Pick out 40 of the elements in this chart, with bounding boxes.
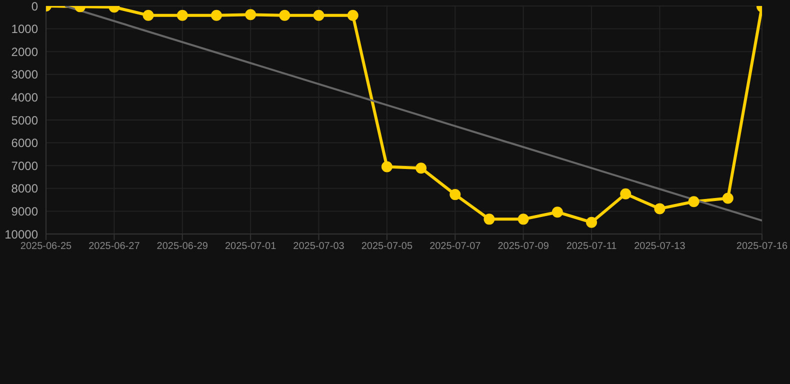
y-tick-label: 8000	[11, 182, 38, 196]
point	[620, 188, 632, 200]
y-tick-label: 4000	[11, 90, 38, 104]
point	[688, 196, 700, 208]
y-tick-label: 0	[31, 0, 38, 14]
x-tick-label: 2025-07-11	[566, 241, 618, 252]
x-tick-label: 2025-07-07	[430, 241, 482, 252]
point	[210, 10, 222, 21]
point	[722, 192, 734, 204]
point	[484, 214, 495, 225]
point	[347, 10, 358, 21]
y-tick-label: 3000	[11, 68, 38, 82]
x-tick-label: 2025-07-09	[498, 241, 550, 252]
y-tick-label: 2000	[11, 44, 38, 59]
point	[313, 10, 324, 21]
point	[279, 10, 290, 21]
x-tick-label: 2025-07-05	[361, 241, 413, 252]
x-tick-label: 2025-07-03	[293, 241, 345, 252]
x-tick-label: 2025-06-27	[88, 241, 140, 252]
x-tick-label: 2025-07-01	[224, 241, 277, 252]
point	[416, 162, 427, 174]
y-tick-label: 10000	[4, 227, 38, 242]
x-tick-label: 2025-07-16	[736, 241, 788, 252]
point	[142, 10, 154, 21]
point	[518, 214, 529, 225]
y-tick-label: 9000	[11, 204, 38, 218]
point	[552, 206, 563, 218]
y-tick-label: 1000	[11, 22, 38, 36]
point	[654, 203, 666, 214]
x-tick-label: 2025-06-25	[20, 241, 72, 252]
point	[586, 216, 598, 228]
y-tick-label: 7000	[11, 158, 38, 173]
point	[176, 10, 188, 21]
x-tick-label: 2025-07-13	[634, 241, 686, 252]
point	[245, 9, 256, 20]
point	[381, 161, 392, 172]
y-tick-label: 6000	[11, 136, 38, 150]
y-tick-label: 5000	[11, 113, 38, 128]
x-tick-label: 2025-06-29	[156, 241, 208, 252]
point	[450, 189, 461, 200]
